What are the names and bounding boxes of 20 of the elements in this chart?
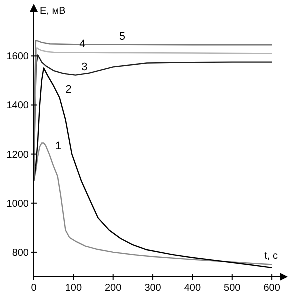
y-tick-label: 800 [12,248,30,259]
annotation: 4 [80,38,86,51]
x-tick-label: 500 [224,283,242,294]
line-series [33,142,273,266]
x-tick-label: 100 [65,283,82,294]
y-tick-label: 1000 [6,198,30,210]
x-axis-title: t, c [264,251,278,262]
annotation: 3 [82,61,88,74]
x-tick-label: 200 [105,283,122,294]
y-tick-label: 1600 [6,52,30,63]
x-tick-label: 600 [264,283,281,294]
y-tick-label: 1200 [6,150,30,161]
annotation: 5 [119,30,126,43]
y-tick-label: 1400 [6,100,30,112]
annotation: 1 [55,140,62,152]
annotation: 2 [66,84,72,96]
y-axis-title: E, мВ [40,6,66,17]
x-tick-label: 300 [144,283,162,294]
x-tick-label: 0 [31,283,38,294]
x-tick-label: 400 [184,283,202,294]
